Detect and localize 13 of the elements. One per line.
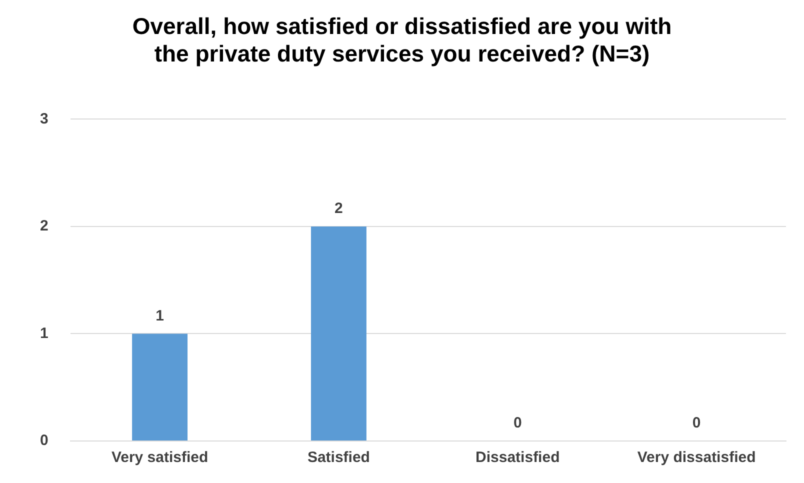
x-tick-label: Very dissatisfied [637, 449, 756, 466]
x-tick-label: Satisfied [307, 449, 370, 466]
chart-title: Overall, how satisfied or dissatisfied are you with the private duty services you received? (N=3) [132, 13, 672, 67]
y-tick-label: 1 [40, 324, 48, 342]
y-tick-label: 0 [40, 432, 48, 450]
x-tick-label: Very satisfied [111, 449, 208, 466]
data-label: 0 [513, 414, 522, 432]
x-tick-label: Dissatisfied [476, 449, 560, 466]
data-label: 1 [156, 307, 164, 324]
data-label: 0 [692, 414, 701, 432]
data-label: 2 [334, 200, 343, 218]
y-tick-label: 2 [40, 218, 48, 235]
y-tick-label: 3 [40, 110, 48, 128]
